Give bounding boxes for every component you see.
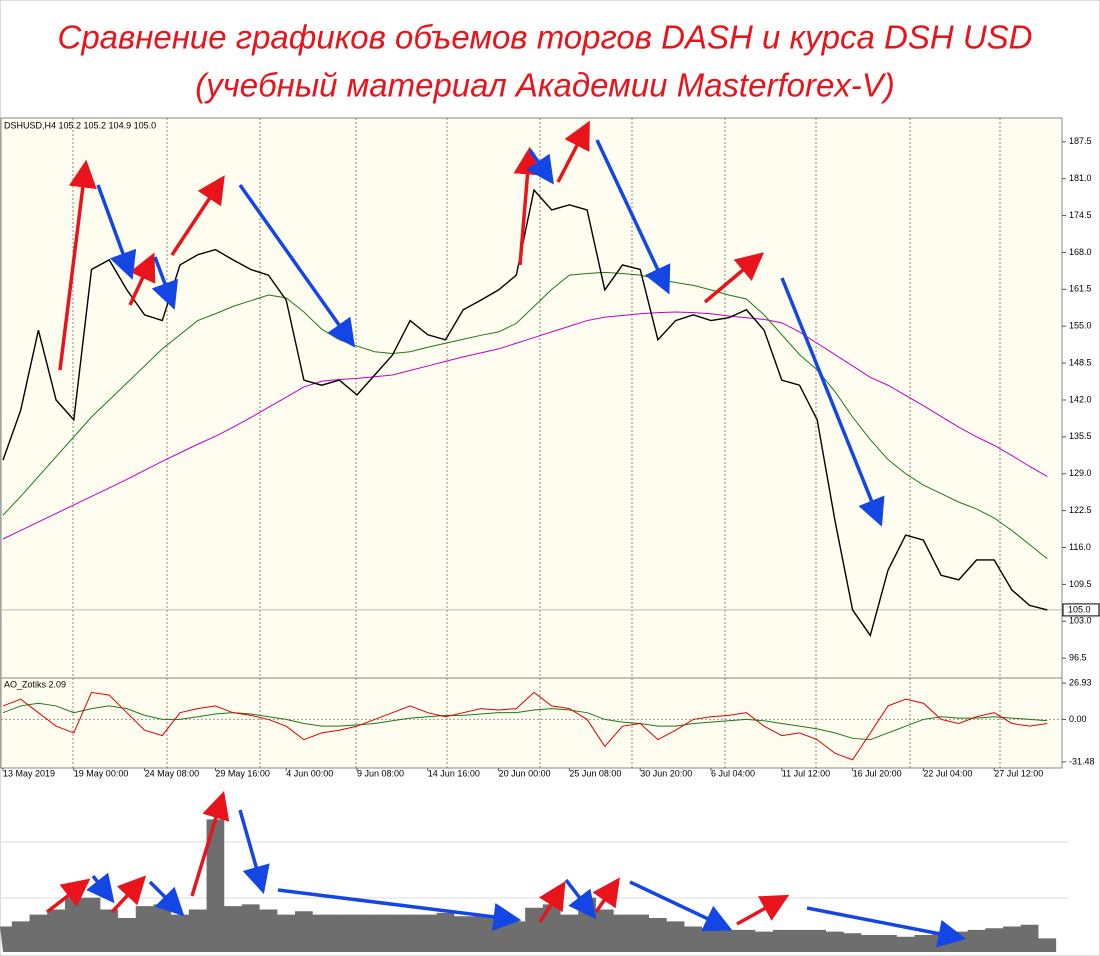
series-line <box>2 271 1048 560</box>
x-tick-label: 19 May 00:00 <box>74 768 129 778</box>
x-tick-label: 27 Jul 12:00 <box>994 768 1043 778</box>
y-tick-label: 155.0 <box>1069 321 1092 331</box>
volume-area <box>0 819 1057 952</box>
arrows <box>45 120 967 948</box>
x-tick-label: 11 Jul 12:00 <box>782 768 830 778</box>
y-tick-label: 103.0 <box>1069 616 1092 626</box>
series-line <box>2 311 1048 540</box>
y-tick-label: 96.5 <box>1069 653 1087 663</box>
y-tick-label: 148.5 <box>1069 357 1092 367</box>
chart-subtitle: (учебный материал Академии Masterforex-V… <box>195 67 895 104</box>
x-tick-label: 30 Jun 20:00 <box>640 768 692 778</box>
series-line <box>2 188 1048 638</box>
y-tick-label: 142.0 <box>1069 394 1092 404</box>
x-tick-label: 25 Jun 08:00 <box>569 768 621 778</box>
x-tick-label: 4 Jun 00:00 <box>286 768 333 778</box>
y-tick-label: 129.0 <box>1069 468 1092 478</box>
y-tick-label: 168.0 <box>1069 247 1092 257</box>
current-price-box <box>1062 603 1100 617</box>
y-tick-label: 122.5 <box>1069 505 1092 515</box>
x-tick-label: 22 Jul 04:00 <box>923 768 972 778</box>
x-tick-label: 16 Jul 20:00 <box>853 768 902 778</box>
y-tick-label: 174.5 <box>1069 210 1092 220</box>
y-tick-label: 0.00 <box>1069 714 1087 724</box>
x-tick-label: 6 Jul 04:00 <box>711 768 755 778</box>
y-tick-label: 116.0 <box>1069 542 1091 552</box>
x-tick-label: 9 Jun 08:00 <box>357 768 404 778</box>
x-tick-label: 13 May 2019 <box>3 768 55 778</box>
y-tick-label: -31.48 <box>1069 756 1095 766</box>
y-tick-label: 135.5 <box>1069 431 1092 441</box>
y-tick-label: 109.5 <box>1069 579 1092 589</box>
x-tick-label: 14 Jun 16:00 <box>428 768 480 778</box>
price-panel <box>0 117 1063 679</box>
x-tick-label: 24 May 08:00 <box>145 768 200 778</box>
y-tick-label: 26.93 <box>1069 677 1092 687</box>
x-tick-label: 20 Jun 00:00 <box>499 768 551 778</box>
osc-header: AO_Zotiks 2.09 <box>4 679 66 689</box>
series-line <box>2 691 1048 761</box>
price-header: DSHUSD,H4 105.2 105.2 104.9 105.0 <box>4 120 156 130</box>
osc-panel <box>0 677 1063 769</box>
y-tick-label: 161.5 <box>1069 284 1092 294</box>
plot: 187.5 181.0 174.5 168.0 161.5 155.0 148.5 142.0… <box>0 136 1100 952</box>
y-tick-label: 181.0 <box>1069 173 1092 183</box>
series-line <box>2 702 1048 741</box>
current-price-label: 105.0 <box>1068 604 1091 614</box>
x-tick-label: 29 May 16:00 <box>215 768 270 778</box>
week-separators <box>72 118 1001 768</box>
y-tick-label: 187.5 <box>1069 136 1092 146</box>
chart-title: Сравнение графиков объемов торгов DASH и… <box>57 19 1032 56</box>
